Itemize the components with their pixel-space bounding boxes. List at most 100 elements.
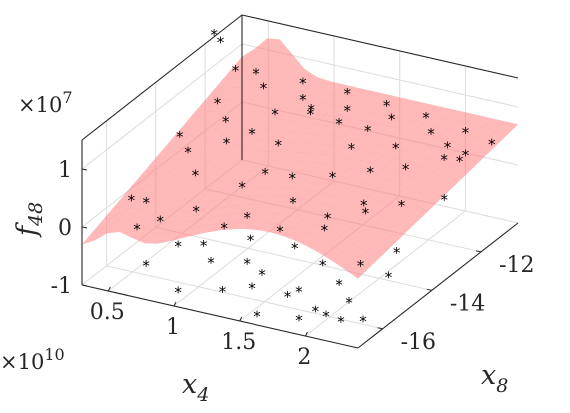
data-point: * — [174, 284, 182, 302]
data-point: * — [344, 85, 352, 103]
data-point: * — [307, 101, 315, 119]
data-point: * — [192, 167, 200, 185]
axis-edge — [81, 14, 243, 141]
data-point: * — [276, 222, 284, 240]
surface-patch — [425, 186, 449, 202]
data-point: * — [427, 125, 435, 143]
data-point: * — [289, 194, 297, 212]
x-multiplier: ×1010 — [0, 345, 65, 374]
data-point: * — [295, 283, 303, 301]
surface-patch — [485, 130, 509, 144]
data-point: * — [261, 165, 269, 183]
data-point: * — [344, 102, 352, 120]
z-axis-label: f48 — [12, 202, 47, 238]
surface-patch — [355, 251, 379, 270]
data-point: * — [348, 140, 356, 158]
data-point: * — [299, 91, 307, 109]
z-tick-label: -1 — [51, 274, 72, 299]
data-point: * — [247, 231, 255, 249]
data-point: * — [324, 210, 332, 228]
z-tick-label: 0 — [58, 216, 72, 241]
z-tick — [81, 168, 88, 171]
data-point: * — [223, 134, 231, 152]
data-point: * — [217, 34, 225, 52]
data-point: * — [383, 97, 391, 115]
y-tick-label: -14 — [450, 291, 485, 316]
data-point: * — [357, 257, 365, 275]
z-tick — [81, 226, 88, 229]
data-point: * — [258, 266, 266, 284]
data-point: * — [222, 113, 230, 131]
data-point: * — [284, 288, 292, 306]
data-point: * — [248, 280, 256, 298]
data-point: * — [488, 136, 496, 154]
data-point: * — [444, 139, 452, 157]
data-point: * — [207, 254, 215, 272]
data-point: * — [174, 238, 182, 256]
x-tick — [304, 331, 308, 337]
data-point: * — [133, 220, 141, 238]
x-tick-label: 2 — [297, 345, 311, 370]
data-point: * — [243, 255, 251, 273]
axis-edge — [81, 284, 359, 349]
data-point: * — [295, 312, 303, 330]
surface — [81, 38, 519, 279]
data-point: * — [238, 179, 246, 197]
surface-patch — [445, 167, 469, 183]
data-point: * — [142, 257, 150, 275]
surface-patch — [405, 204, 429, 222]
data-point: * — [360, 196, 368, 214]
data-point: * — [312, 302, 320, 320]
data-point: * — [402, 160, 410, 178]
data-point: * — [252, 65, 260, 83]
z-tick-label: 1 — [58, 158, 72, 183]
x-tick-label: 0.5 — [90, 300, 125, 325]
data-point: * — [462, 147, 470, 165]
x-tick-label: 1 — [166, 315, 180, 340]
data-points: *** *************************************… — [128, 26, 496, 331]
data-point: * — [260, 79, 268, 97]
data-point: * — [388, 110, 396, 128]
data-point: * — [322, 307, 330, 325]
x-axis-label: x4 — [182, 369, 209, 406]
data-point: * — [157, 212, 165, 230]
data-point: * — [398, 197, 406, 215]
data-point: * — [248, 125, 256, 143]
y-tick-label: -16 — [401, 330, 436, 355]
data-point: * — [422, 109, 430, 127]
data-point: * — [462, 124, 470, 142]
data-point: * — [210, 26, 218, 44]
data-point: * — [364, 122, 372, 140]
axes-box — [81, 14, 519, 349]
y-tick-label: -12 — [499, 253, 534, 278]
data-point: * — [393, 244, 401, 262]
data-point: * — [329, 168, 337, 186]
data-point: * — [232, 62, 240, 80]
x-tick — [173, 301, 177, 307]
data-point: * — [307, 105, 315, 123]
y-tick — [426, 288, 432, 291]
surface-patch — [415, 195, 439, 212]
data-point: * — [456, 152, 464, 170]
data-point: * — [291, 239, 299, 257]
data-point: * — [321, 222, 329, 240]
surface-patch — [495, 121, 519, 135]
data-point: * — [299, 74, 307, 92]
surface-patch — [375, 232, 399, 250]
data-point: * — [335, 115, 343, 133]
data-point: * — [440, 151, 448, 169]
data-point: * — [345, 294, 353, 312]
surface-patch — [395, 213, 419, 231]
data-point: * — [143, 194, 151, 212]
surface-patch — [365, 241, 389, 260]
y-axis-label: x8 — [481, 360, 508, 397]
data-point: * — [289, 170, 297, 188]
data-point: * — [367, 163, 375, 181]
y-tick — [377, 327, 383, 330]
tick-labels: -1 0 1 0.5 1 1.5 2 -16 -14 -12 — [51, 158, 535, 370]
data-point: * — [220, 220, 228, 238]
y-tick — [475, 250, 482, 253]
data-point: * — [243, 209, 251, 227]
data-point: * — [219, 283, 227, 301]
x-tick — [239, 316, 243, 322]
